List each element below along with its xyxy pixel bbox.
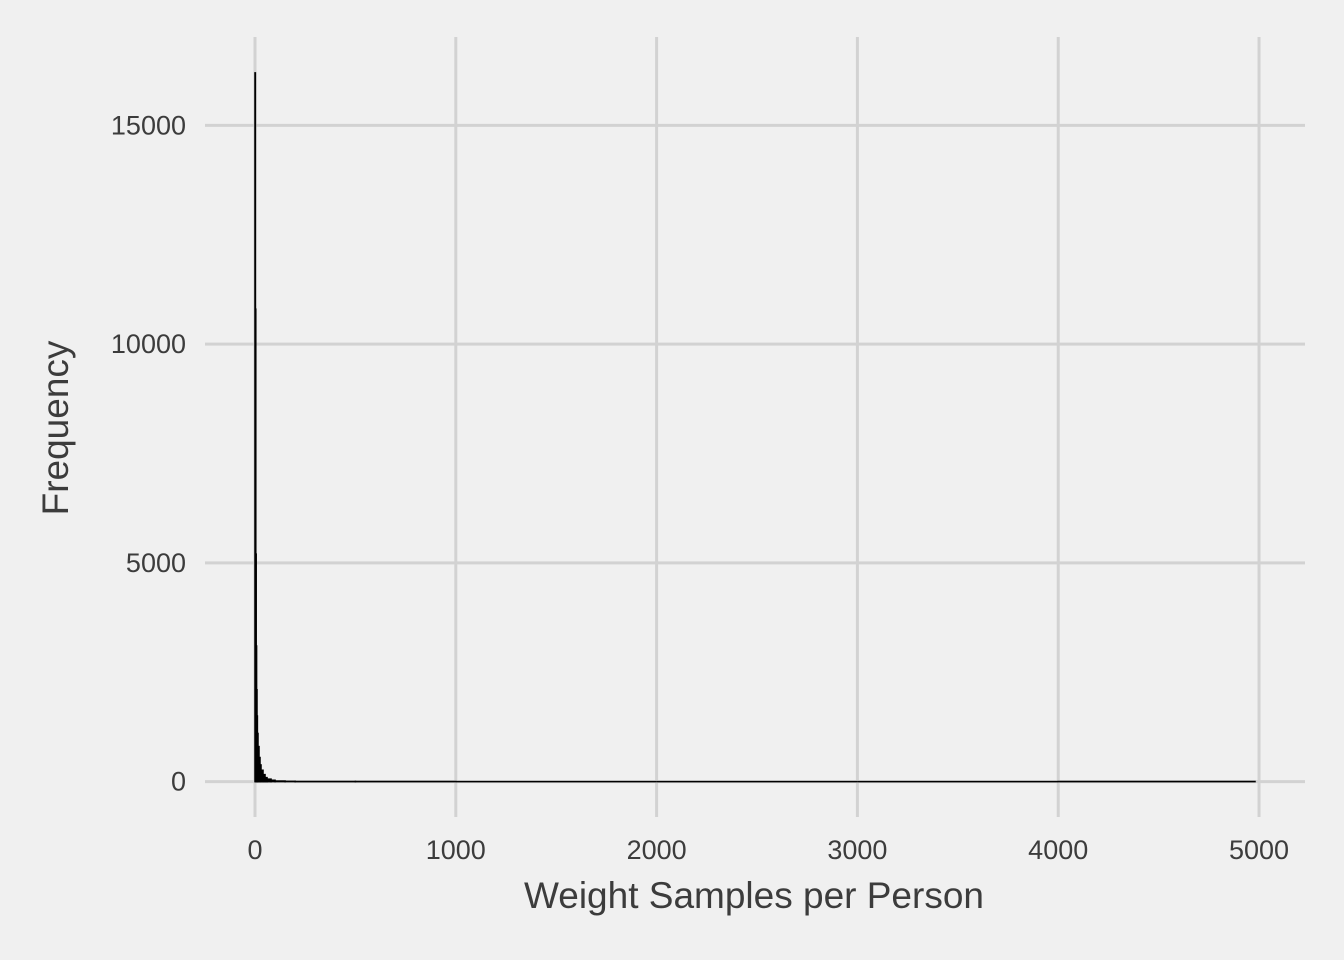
y-tick-label: 5000 [126,548,186,578]
x-tick-label: 5000 [1229,835,1289,865]
x-tick-label: 4000 [1028,835,1088,865]
x-tick-label: 3000 [827,835,887,865]
bars [254,72,1256,783]
x-axis-title: Weight Samples per Person [524,875,984,916]
x-tick-label: 0 [247,835,262,865]
bar [266,778,272,783]
x-tick-label: 2000 [627,835,687,865]
bar [270,779,276,783]
x-tick-label: 1000 [426,835,486,865]
y-tick-label: 0 [171,767,186,797]
y-tick-label: 15000 [111,110,186,140]
y-axis-title: Frequency [35,340,76,515]
bar [274,780,286,783]
y-tick-label: 10000 [111,329,186,359]
